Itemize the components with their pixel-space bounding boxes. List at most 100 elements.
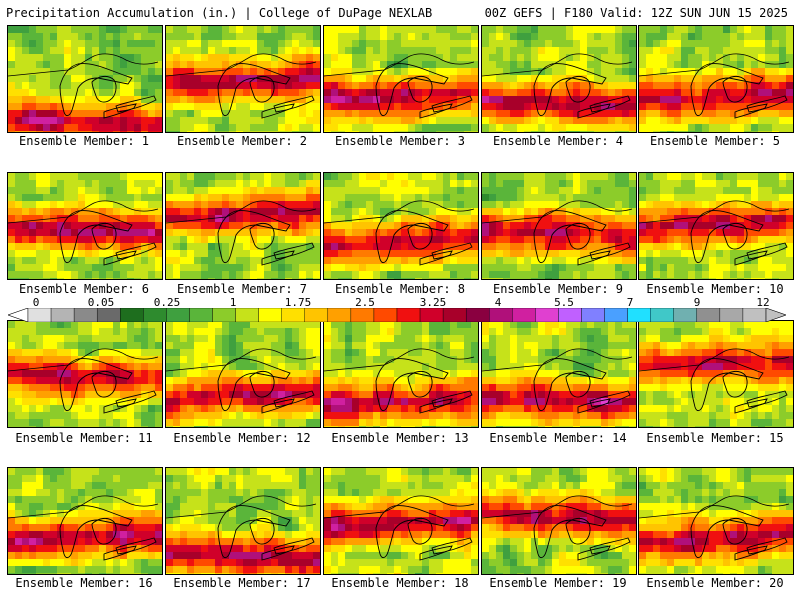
precipitation-field (166, 26, 320, 132)
ensemble-member-caption: Ensemble Member: 12 (173, 431, 311, 445)
lake-outline (419, 103, 453, 119)
colorbar-swatch (581, 308, 605, 322)
colorbar-swatch (627, 308, 651, 322)
ensemble-member-map (165, 320, 321, 428)
lake-outline (103, 398, 137, 414)
colorbar-swatch (719, 308, 744, 322)
colorbar-tick-label: 0.25 (153, 296, 181, 309)
colorbar-swatch (143, 308, 167, 322)
colorbar-swatch (50, 308, 75, 322)
lake-outline (273, 242, 315, 260)
lake-outline (565, 517, 591, 545)
lake-outline (249, 517, 275, 545)
colorbar-swatch (396, 308, 421, 322)
precipitation-field (639, 321, 793, 427)
ensemble-member-caption: Ensemble Member: 14 (489, 431, 627, 445)
lake-outline (273, 537, 315, 555)
precipitation-field (482, 26, 636, 132)
colorbar-swatch (258, 308, 282, 322)
lake-outline (261, 103, 295, 119)
lake-outline (589, 242, 631, 260)
colorbar-swatch (696, 308, 721, 322)
lake-outline (722, 517, 748, 545)
colorbar-tick-label: 0 (32, 296, 40, 309)
lake-outline (91, 75, 117, 103)
ensemble-member-caption: Ensemble Member: 15 (646, 431, 784, 445)
lake-outline (261, 250, 295, 266)
precipitation-field (324, 173, 478, 279)
border-line (324, 495, 475, 519)
precipitation-field (639, 468, 793, 574)
lake-outline (91, 517, 117, 545)
lake-outline (565, 222, 591, 250)
precipitation-field (8, 173, 162, 279)
precipitation-field (482, 173, 636, 279)
border-line (639, 53, 790, 77)
ensemble-member-map (638, 467, 794, 575)
border-line (166, 348, 317, 372)
ensemble-member-map (481, 320, 637, 428)
precipitation-field (639, 173, 793, 279)
ensemble-member-caption: Ensemble Member: 5 (649, 134, 781, 148)
precipitation-field (324, 26, 478, 132)
lake-outline (407, 75, 433, 103)
border-line (8, 348, 159, 372)
ensemble-member-map (7, 172, 163, 280)
lake-outline (419, 398, 453, 414)
ensemble-member-map (165, 25, 321, 133)
colorbar-swatch (27, 308, 52, 322)
lake-outline (577, 398, 611, 414)
lake-outline (734, 250, 768, 266)
lake-outline (273, 95, 315, 113)
border-line (482, 200, 633, 224)
lake-outline (115, 537, 157, 555)
lake-outline (722, 370, 748, 398)
lake-outline (407, 370, 433, 398)
ensemble-member-caption: Ensemble Member: 4 (492, 134, 624, 148)
lake-outline (273, 390, 315, 408)
colorbar-tick-label: 7 (626, 296, 634, 309)
lake-outline (565, 370, 591, 398)
lake-outline (103, 103, 137, 119)
ensemble-member-map (323, 25, 479, 133)
ensemble-member-caption: Ensemble Member: 20 (646, 576, 784, 590)
precipitation-field (166, 173, 320, 279)
ensemble-member-caption: Ensemble Member: 13 (331, 431, 469, 445)
lake-outline (407, 222, 433, 250)
ensemble-member-caption: Ensemble Member: 11 (15, 431, 153, 445)
lake-outline (431, 95, 473, 113)
colorbar-swatch (465, 308, 490, 322)
colorbar-swatch (281, 308, 305, 322)
border-line (8, 495, 159, 519)
colorbar-tick-label: 4 (494, 296, 502, 309)
ensemble-member-map (638, 320, 794, 428)
precipitation-field (166, 468, 320, 574)
colorbar-tick-label: 12 (756, 296, 770, 309)
border-line (8, 53, 159, 77)
ensemble-member-caption: Ensemble Member: 16 (15, 576, 153, 590)
ensemble-member-map (7, 467, 163, 575)
ensemble-member-caption: Ensemble Member: 18 (331, 576, 469, 590)
colorbar-swatch (96, 308, 121, 322)
border-line (166, 53, 317, 77)
border-line (324, 53, 475, 77)
lake-outline (115, 95, 157, 113)
lake-outline (746, 537, 788, 555)
border-line (166, 200, 317, 224)
colorbar-swatch (166, 308, 190, 322)
lake-outline (419, 545, 453, 561)
precipitation-field (482, 468, 636, 574)
border-line (639, 495, 790, 519)
lake-outline (734, 398, 768, 414)
lake-outline (746, 242, 788, 260)
ensemble-member-caption: Ensemble Member: 9 (492, 282, 624, 296)
ensemble-member-caption: Ensemble Member: 6 (18, 282, 150, 296)
ensemble-member-map (165, 172, 321, 280)
precipitation-field (8, 321, 162, 427)
lake-outline (261, 398, 295, 414)
colorbar-swatch (742, 308, 767, 322)
colorbar-max-arrow (765, 308, 786, 322)
lake-outline (577, 250, 611, 266)
lake-outline (249, 370, 275, 398)
border-line (482, 53, 633, 77)
